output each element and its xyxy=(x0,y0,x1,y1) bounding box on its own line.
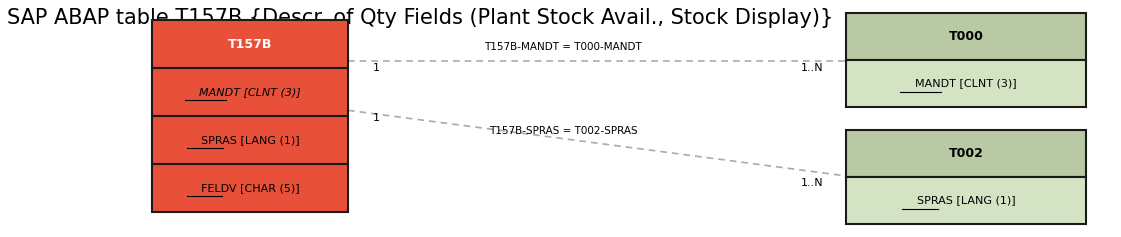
Text: MANDT: MANDT xyxy=(230,87,270,97)
Text: SPRAS [LANG (1)]: SPRAS [LANG (1)] xyxy=(917,196,1016,205)
Bar xyxy=(845,60,1086,107)
Text: SPRAS [LANG (1)]: SPRAS [LANG (1)] xyxy=(201,135,299,145)
Text: T157B-MANDT = T000-MANDT: T157B-MANDT = T000-MANDT xyxy=(484,42,642,52)
Text: MANDT [CLNT (3)]: MANDT [CLNT (3)] xyxy=(915,78,1017,88)
Text: T157B-SPRAS = T002-SPRAS: T157B-SPRAS = T002-SPRAS xyxy=(489,126,638,136)
Text: T157B: T157B xyxy=(228,38,272,51)
Text: 1: 1 xyxy=(372,64,380,73)
Bar xyxy=(152,116,348,164)
Text: SPRAS [LANG (1)]: SPRAS [LANG (1)] xyxy=(201,135,299,145)
Bar xyxy=(845,130,1086,177)
Text: FELDV: FELDV xyxy=(232,183,268,193)
Text: SPRAS: SPRAS xyxy=(948,196,984,205)
Text: SPRAS [LANG (1)]: SPRAS [LANG (1)] xyxy=(917,196,1016,205)
Text: MANDT [CLNT (3)]: MANDT [CLNT (3)] xyxy=(915,78,1017,88)
Text: SPRAS [LANG (1)]: SPRAS [LANG (1)] xyxy=(201,135,299,145)
Bar xyxy=(845,13,1086,60)
Bar xyxy=(152,20,348,68)
Text: T000: T000 xyxy=(948,30,983,43)
Text: FELDV [CHAR (5)]: FELDV [CHAR (5)] xyxy=(201,183,299,193)
Text: SPRAS: SPRAS xyxy=(232,135,268,145)
Text: T002: T002 xyxy=(948,147,983,160)
Text: MANDT [CLNT (3)]: MANDT [CLNT (3)] xyxy=(200,87,302,97)
Bar xyxy=(845,177,1086,224)
Text: SAP ABAP table T157B {Descr. of Qty Fields (Plant Stock Avail., Stock Display)}: SAP ABAP table T157B {Descr. of Qty Fiel… xyxy=(7,9,833,28)
Text: FELDV [CHAR (5)]: FELDV [CHAR (5)] xyxy=(201,183,299,193)
Bar xyxy=(152,68,348,116)
Text: 1: 1 xyxy=(372,113,380,123)
Text: 1..N: 1..N xyxy=(800,64,823,73)
Text: FELDV [CHAR (5)]: FELDV [CHAR (5)] xyxy=(201,183,299,193)
Text: MANDT [CLNT (3)]: MANDT [CLNT (3)] xyxy=(200,87,302,97)
Text: 1..N: 1..N xyxy=(800,178,823,188)
Text: MANDT [CLNT (3)]: MANDT [CLNT (3)] xyxy=(200,87,302,97)
Text: MANDT: MANDT xyxy=(945,78,986,88)
Text: MANDT [CLNT (3)]: MANDT [CLNT (3)] xyxy=(915,78,1017,88)
Text: SPRAS [LANG (1)]: SPRAS [LANG (1)] xyxy=(917,196,1016,205)
Bar xyxy=(152,164,348,212)
